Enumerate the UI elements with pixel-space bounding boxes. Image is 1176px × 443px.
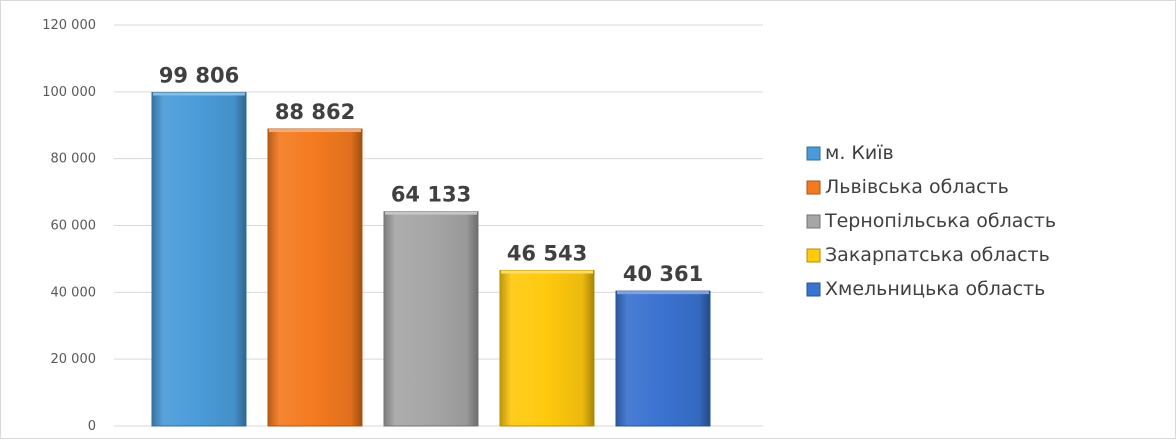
data-label: 64 133 <box>391 183 471 207</box>
y-tick-label: 100 000 <box>42 85 96 100</box>
bar <box>151 91 247 427</box>
legend-swatch <box>806 180 821 195</box>
y-tick-label: 60 000 <box>51 219 97 234</box>
bar-highlight <box>501 270 593 274</box>
y-tick-label: 0 <box>88 419 96 434</box>
legend-swatch <box>806 282 821 297</box>
legend-label: Тернопільська область <box>824 210 1056 232</box>
bar-highlight <box>617 291 709 295</box>
legend-label: м. Київ <box>825 142 894 164</box>
data-label: 46 543 <box>507 241 587 265</box>
data-label: 88 862 <box>275 100 355 124</box>
data-label: 99 806 <box>159 63 239 87</box>
bar-highlight <box>153 92 245 96</box>
legend-swatch <box>806 248 821 263</box>
y-tick-label: 120 000 <box>42 18 96 33</box>
legend: м. Київ Львівська область Тернопільська об… <box>806 142 1056 300</box>
bar <box>615 290 711 427</box>
bar <box>499 269 595 427</box>
legend-label: Львівська область <box>825 176 1009 198</box>
data-labels: 99 806 88 862 64 133 46 543 40 361 <box>159 63 703 286</box>
bar <box>267 128 363 427</box>
bars <box>151 91 711 427</box>
bar <box>383 211 479 427</box>
y-tick-label: 20 000 <box>51 352 97 367</box>
bar-highlight <box>269 129 361 133</box>
y-tick-label: 80 000 <box>51 152 97 167</box>
data-label: 40 361 <box>623 262 703 286</box>
legend-swatch <box>806 146 821 161</box>
legend-swatch <box>806 214 821 229</box>
y-axis: 0 20 000 40 000 60 000 80 000 100 000 120 000 <box>42 18 96 434</box>
y-tick-label: 40 000 <box>51 285 97 300</box>
legend-label: Хмельницька область <box>825 278 1045 300</box>
bar-highlight <box>385 211 477 215</box>
legend-label: Закарпатська область <box>825 244 1050 266</box>
